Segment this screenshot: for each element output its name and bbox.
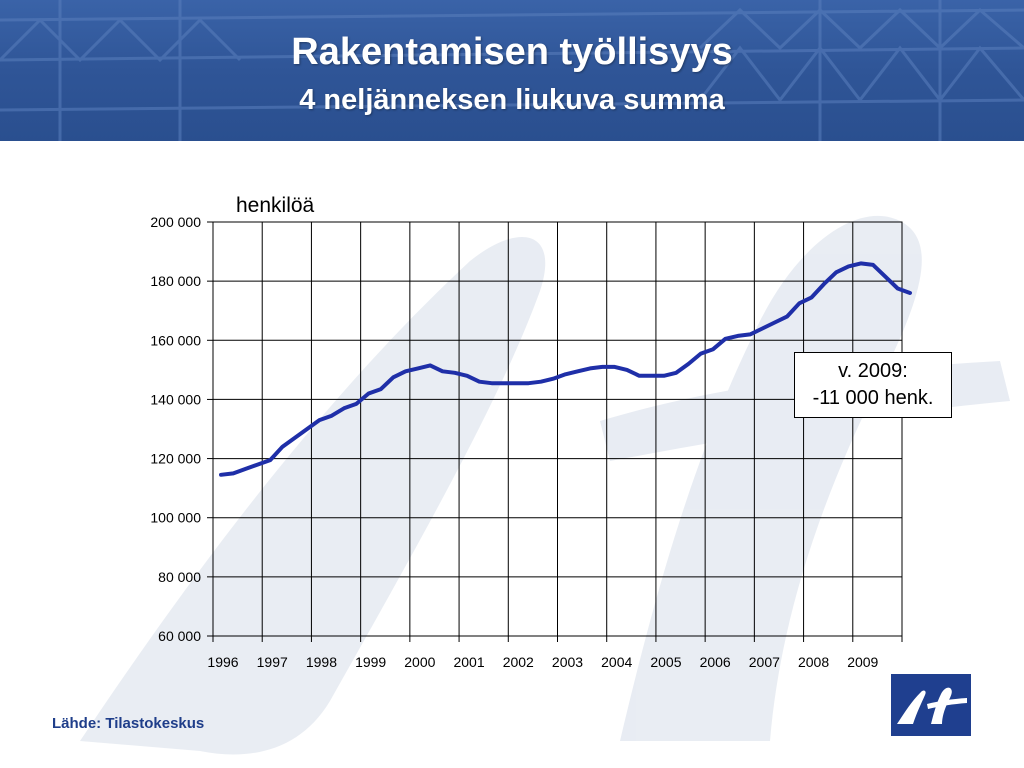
vt-logo-icon [891,674,971,736]
x-tick-label: 2009 [847,654,878,670]
chart-series [219,261,912,477]
x-tick-label: 2005 [650,654,681,670]
x-tick-label: 2002 [503,654,534,670]
x-tick-label: 2000 [404,654,435,670]
x-tick-label: 2001 [453,654,484,670]
employment-series-line [219,261,912,477]
x-tick-label: 1999 [355,654,386,670]
y-tick-label: 140 000 [150,391,201,407]
annotation-box: v. 2009: -11 000 henk. [794,352,952,418]
y-tick-label: 60 000 [158,628,201,644]
annotation-line-1: v. 2009: [838,360,908,382]
y-tick-label: 80 000 [158,569,201,585]
y-tick-label: 120 000 [150,451,201,467]
x-tick-label: 2004 [601,654,632,670]
page-subtitle: 4 neljänneksen liukuva summa [299,84,725,116]
chart-axis-labels: 60 000 80 000 100 000 120 000 140 000 160 000… [150,214,878,670]
x-tick-label: 2006 [700,654,731,670]
x-tick-label: 2003 [552,654,583,670]
y-tick-label: 100 000 [150,510,201,526]
page-title: Rakentamisen työllisyys [291,31,733,73]
header-pattern-icon [0,0,1024,141]
x-tick-label: 2008 [798,654,829,670]
y-tick-label: 160 000 [150,332,201,348]
y-axis-unit-label: henkilöä [236,194,315,217]
chart-grid [212,221,903,637]
x-tick-label: 1998 [306,654,337,670]
chart-ticks [207,221,903,642]
x-tick-label: 1996 [207,654,238,670]
header-banner: Rakentamisen työllisyys 4 neljänneksen l… [0,0,1024,141]
annotation-line-2: -11 000 henk. [812,387,934,409]
y-tick-label: 200 000 [150,214,201,230]
x-tick-label: 1997 [257,654,288,670]
x-tick-label: 2007 [749,654,780,670]
y-tick-label: 180 000 [150,273,201,289]
source-label: Lähde: Tilastokeskus [52,715,205,732]
